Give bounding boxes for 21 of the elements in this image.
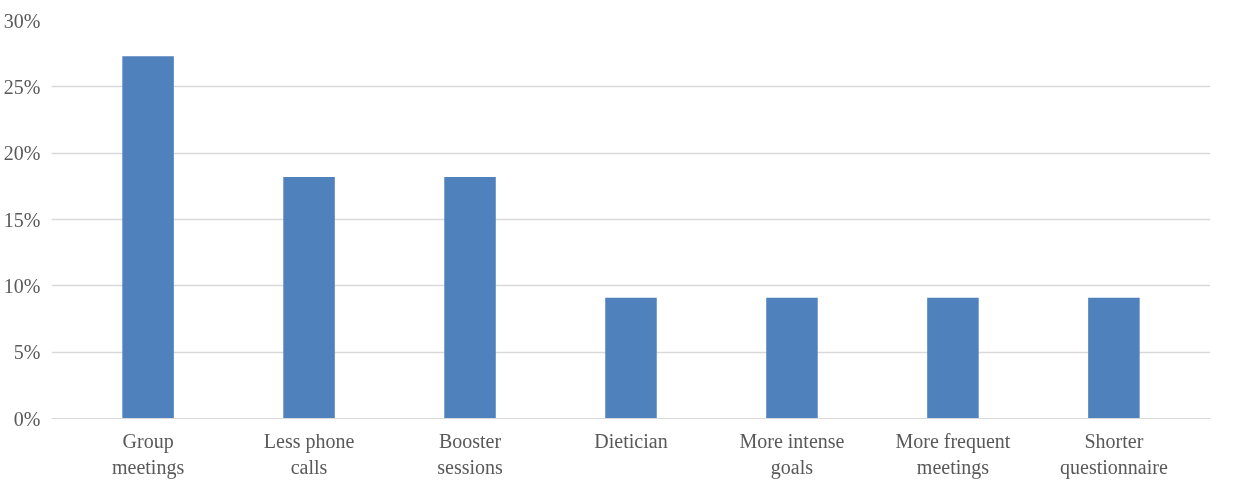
y-tick-label: 25% — [3, 75, 41, 98]
bar — [122, 56, 174, 419]
x-tick-label: Less phone calls — [263, 429, 355, 478]
x-tick-label: Group meetings — [111, 429, 185, 479]
x-tick-label: Dietician — [594, 429, 668, 452]
bar — [283, 177, 335, 419]
bar — [444, 177, 496, 419]
y-tick-label: 0% — [13, 407, 41, 430]
x-tick-label: Booster sessions — [437, 429, 504, 478]
bar — [605, 297, 657, 419]
y-tick-label: 20% — [3, 142, 41, 165]
bar — [1088, 297, 1140, 419]
bar — [766, 297, 818, 419]
x-tick-label: Shorter questionnaire — [1060, 429, 1168, 479]
bar — [927, 297, 979, 419]
y-tick-label: 30% — [3, 9, 41, 32]
y-tick-label: 15% — [3, 208, 41, 231]
y-tick-label: 10% — [3, 274, 41, 297]
y-tick-label: 5% — [13, 341, 41, 364]
x-tick-label: More frequent meetings — [895, 429, 1011, 479]
x-tick-label: More intense goals — [739, 429, 845, 479]
